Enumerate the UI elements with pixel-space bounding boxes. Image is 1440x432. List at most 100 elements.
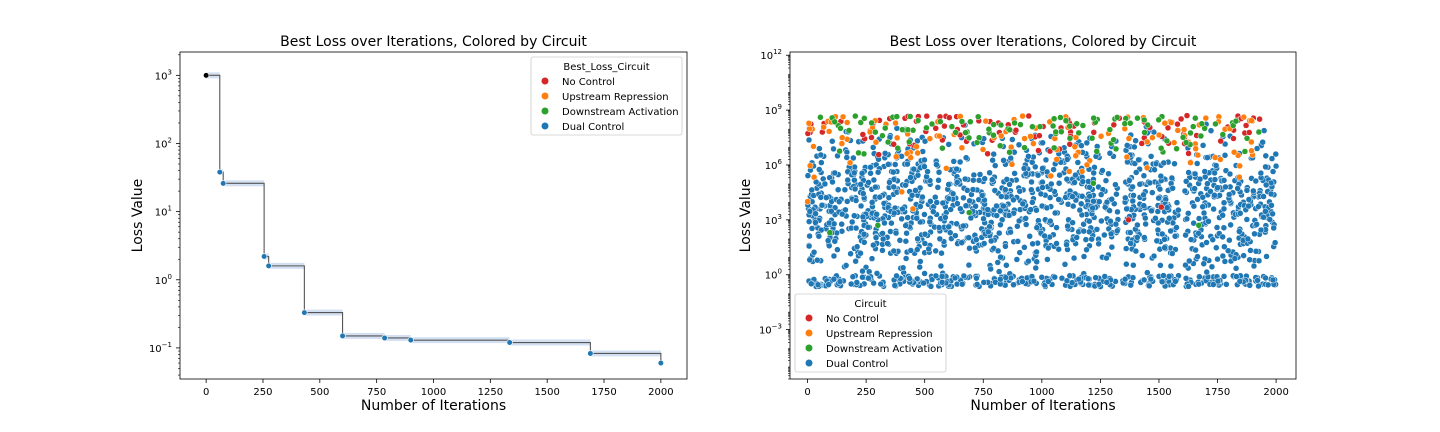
scatter-point xyxy=(825,281,832,288)
scatter-point xyxy=(887,228,894,235)
scatter-point xyxy=(829,138,836,145)
scatter-point xyxy=(1134,234,1141,241)
scatter-point xyxy=(1185,169,1192,176)
scatter-point xyxy=(872,138,880,146)
scatter-point xyxy=(1204,154,1211,161)
scatter-point xyxy=(985,125,993,133)
scatter-point xyxy=(1190,202,1198,210)
scatter-point xyxy=(1057,114,1064,121)
scatter-point xyxy=(830,145,837,153)
x-tick-label: 750 xyxy=(367,387,386,398)
scatter-point xyxy=(860,230,868,238)
y-tick-label: 103 xyxy=(765,213,782,227)
scatter-point xyxy=(1262,208,1269,215)
scatter-point xyxy=(1140,202,1148,209)
scatter-point xyxy=(805,242,813,250)
scatter-point xyxy=(1025,257,1032,265)
scatter-point xyxy=(1053,224,1060,231)
legend-label-no-control-1: No Control xyxy=(562,77,615,88)
scatter-point xyxy=(881,219,888,227)
scatter-point xyxy=(1063,241,1070,248)
scatter-point xyxy=(1121,275,1129,283)
scatter-point xyxy=(1272,162,1280,170)
scatter-point xyxy=(935,224,943,231)
scatter-point xyxy=(1200,209,1208,217)
scatter-point xyxy=(850,169,858,177)
scatter-point xyxy=(1092,274,1099,281)
scatter-point xyxy=(984,206,992,213)
scatter-point xyxy=(1167,119,1175,126)
scatter-point xyxy=(1125,216,1132,224)
scatter-point xyxy=(1240,252,1247,259)
scatter-point xyxy=(917,203,924,210)
scatter-point xyxy=(1247,247,1254,254)
scatter-point xyxy=(1016,249,1023,256)
scatter-point xyxy=(1051,273,1059,281)
scatter-point xyxy=(1066,122,1073,130)
scatter-point xyxy=(991,162,999,169)
scatter-point xyxy=(1198,120,1206,128)
scatter-point xyxy=(806,125,813,133)
scatter-point xyxy=(804,198,811,205)
scatter-point xyxy=(1062,117,1070,124)
x-tick-label: 1000 xyxy=(421,387,446,398)
scatter-point xyxy=(932,125,940,132)
scatter-point xyxy=(985,228,992,236)
scatter-point xyxy=(993,212,1001,219)
scatter-point xyxy=(886,179,893,186)
scatter-point xyxy=(1268,155,1276,162)
scatter-point xyxy=(1061,261,1069,268)
scatter-point xyxy=(1144,121,1151,129)
scatter-point xyxy=(855,149,862,157)
scatter-point xyxy=(810,249,818,256)
scatter-point xyxy=(1052,128,1059,136)
legend-marker-no-control-2 xyxy=(805,314,813,322)
scatter-point xyxy=(1185,283,1192,290)
scatter-point xyxy=(851,212,858,219)
scatter-point xyxy=(1036,123,1044,130)
scatter-point xyxy=(1069,219,1076,226)
scatter-point xyxy=(1161,236,1168,243)
scatter-point xyxy=(952,232,959,239)
scatter-point xyxy=(921,270,928,277)
scatter-point xyxy=(1131,143,1138,151)
scatter-point xyxy=(1135,156,1142,164)
legend-marker-dual-control-2 xyxy=(805,359,813,367)
scatter-point xyxy=(879,132,886,139)
scatter-point xyxy=(1243,216,1251,223)
scatter-point xyxy=(876,193,884,201)
scatter-point xyxy=(1214,255,1221,263)
scatter-point xyxy=(965,261,973,269)
scatter-point xyxy=(997,221,1004,229)
scatter-point xyxy=(1183,112,1191,119)
scatter-point xyxy=(998,193,1005,200)
scatter-point xyxy=(1174,120,1181,128)
scatter-point xyxy=(1259,138,1266,146)
scatter-point xyxy=(1201,125,1208,132)
scatter-point xyxy=(1256,115,1263,123)
scatter-point xyxy=(1053,156,1060,163)
data-layer-1 xyxy=(203,72,664,367)
scatter-point xyxy=(898,188,906,196)
scatter-point xyxy=(804,172,812,179)
scatter-point xyxy=(847,250,854,257)
scatter-point xyxy=(1172,278,1179,285)
scatter-point xyxy=(1055,196,1062,203)
scatter-point xyxy=(941,122,948,130)
scatter-point xyxy=(960,272,968,280)
scatter-point xyxy=(861,115,868,122)
x-tick-label: 250 xyxy=(253,387,272,398)
scatter-point xyxy=(1250,262,1258,270)
scatter-point xyxy=(967,214,975,222)
scatter-point xyxy=(1210,281,1217,288)
scatter-point xyxy=(1086,184,1093,191)
scatter-point xyxy=(1064,222,1071,230)
scatter-point xyxy=(1069,202,1077,210)
x-tick-label: 1250 xyxy=(1088,387,1113,398)
scatter-point xyxy=(1179,134,1187,141)
scatter-point xyxy=(881,150,889,157)
scatter-point xyxy=(859,131,867,138)
scatter-point xyxy=(1262,274,1269,282)
scatter-point xyxy=(936,132,943,140)
scatter-point xyxy=(1022,221,1030,228)
